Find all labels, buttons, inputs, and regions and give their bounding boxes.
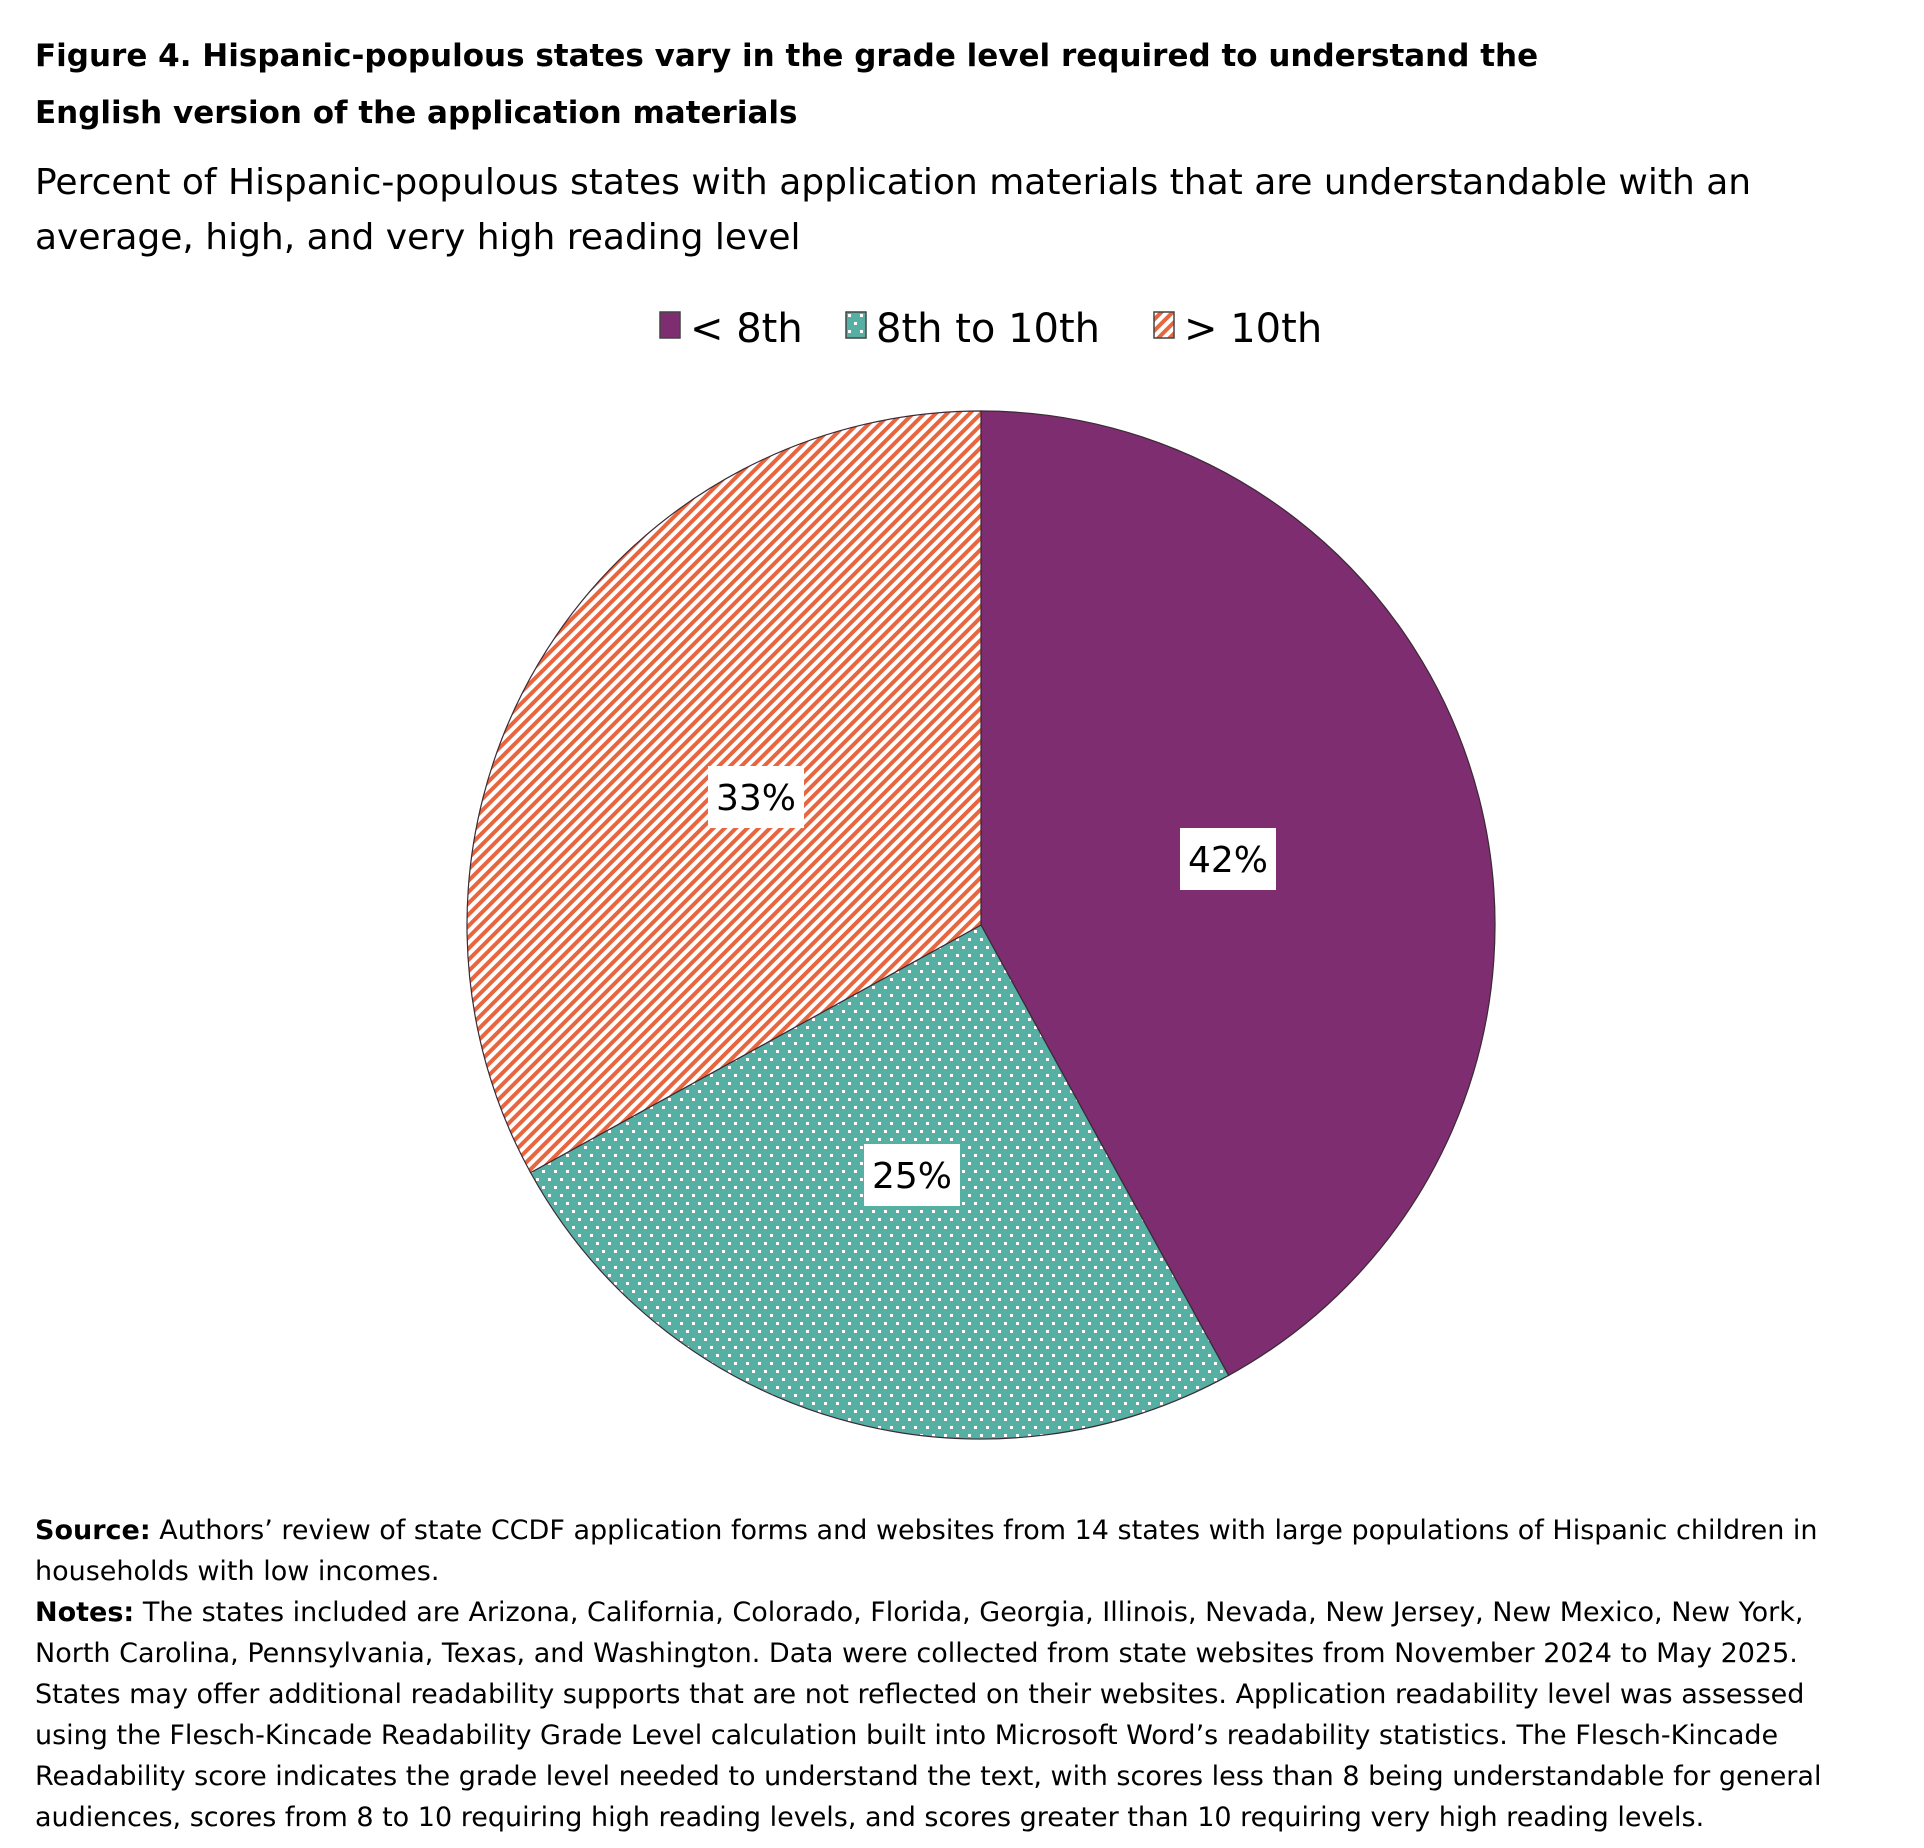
subtitle-line: Percent of Hispanic-populous states with… <box>35 162 1752 203</box>
legend-swatch <box>845 311 867 339</box>
legend: < 8th 8th to 10th > 10th <box>659 306 1322 352</box>
slices <box>466 410 1496 1440</box>
notes-label: Notes: <box>35 1597 135 1628</box>
data-label-text: 42% <box>1188 840 1268 881</box>
notes-line: States may offer additional readability … <box>35 1679 1805 1710</box>
legend-label: 8th to 10th <box>876 306 1100 352</box>
notes-text: The states included are Arizona, Califor… <box>134 1597 1804 1628</box>
legend-swatch <box>1153 311 1175 339</box>
title-line: Figure 4. Hispanic-populous states vary … <box>35 38 1539 74</box>
notes-line: using the Flesch-Kincade Readability Gra… <box>35 1720 1779 1751</box>
chart-title: Figure 4. Hispanic-populous states vary … <box>35 28 1538 142</box>
data-label: 25% <box>864 1144 960 1206</box>
source-line: households with low incomes. <box>35 1556 440 1587</box>
data-label-text: 33% <box>716 778 796 819</box>
notes-line: Readability score indicates the grade le… <box>35 1761 1822 1792</box>
legend-swatch <box>659 311 681 339</box>
source-line: Source: Authors’ review of state CCDF ap… <box>35 1510 1821 1551</box>
subtitle-line: average, high, and very high reading lev… <box>35 217 801 258</box>
data-label: 42% <box>1180 828 1276 890</box>
notes-line: audiences, scores from 8 to 10 requiring… <box>35 1802 1705 1833</box>
data-label: 33% <box>708 766 804 828</box>
legend-item: 8th to 10th <box>845 306 1100 352</box>
chart-subtitle: Percent of Hispanic-populous states with… <box>35 155 1751 265</box>
data-label-text: 25% <box>872 1156 952 1197</box>
legend-item: < 8th <box>659 306 803 352</box>
source-label: Source: <box>35 1515 151 1546</box>
notes-line: North Carolina, Pennsylvania, Texas, and… <box>35 1638 1798 1669</box>
footnotes: Source: Authors’ review of state CCDF ap… <box>35 1510 1821 1838</box>
title-line: English version of the application mater… <box>35 95 798 131</box>
pie-slice <box>980 410 1496 1377</box>
source-text: Authors’ review of state CCDF applicatio… <box>150 1515 1818 1546</box>
data-labels: 42% 25% 33% <box>708 766 1276 1206</box>
notes-line: Notes: The states included are Arizona, … <box>35 1592 1821 1633</box>
legend-label: < 8th <box>690 306 803 352</box>
legend-item: > 10th <box>1153 306 1322 352</box>
legend-label: > 10th <box>1184 306 1322 352</box>
